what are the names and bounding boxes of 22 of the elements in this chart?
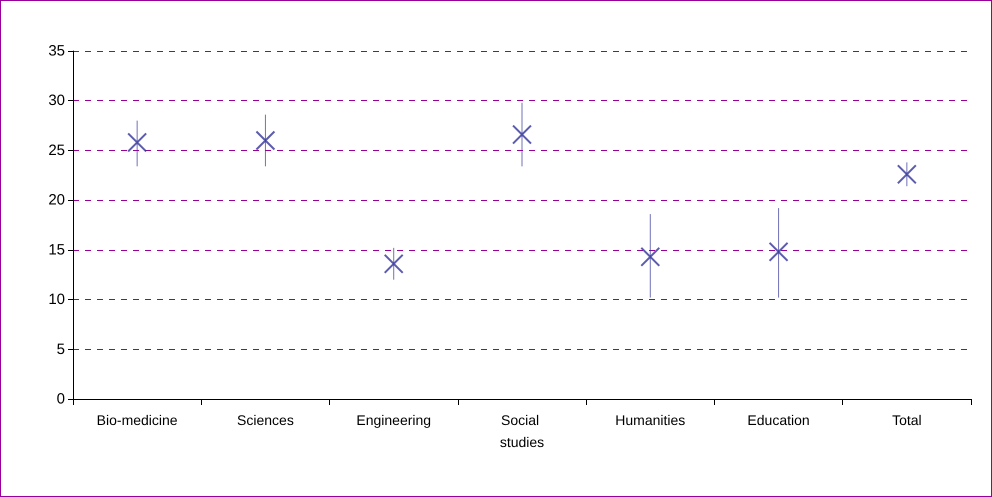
y-tick-label: 0	[56, 390, 65, 408]
x-tick-label: Engineering	[356, 412, 432, 428]
point	[384, 254, 404, 274]
y-tick-label: 5	[56, 340, 65, 358]
point	[896, 164, 917, 184]
point	[768, 242, 789, 262]
y-tick-label: 35	[48, 42, 65, 60]
point	[512, 124, 532, 145]
y-tick-label: 30	[48, 92, 65, 110]
x-tick-label: Social studies	[500, 412, 544, 450]
x-tick-label: Bio-medicine	[96, 412, 178, 428]
point	[255, 130, 276, 150]
x-tick-label: Sciences	[237, 412, 294, 428]
x-tick-label: Humanities	[615, 412, 686, 428]
x-tick-label: Education	[747, 412, 810, 428]
y-tick-label: 20	[48, 192, 65, 209]
point	[640, 246, 660, 267]
y-tick-label: 25	[48, 142, 65, 159]
point	[127, 132, 148, 152]
y-tick-label: 10	[48, 291, 65, 308]
x-tick-label: Total	[892, 412, 922, 428]
y-tick-label: 15	[48, 241, 65, 258]
